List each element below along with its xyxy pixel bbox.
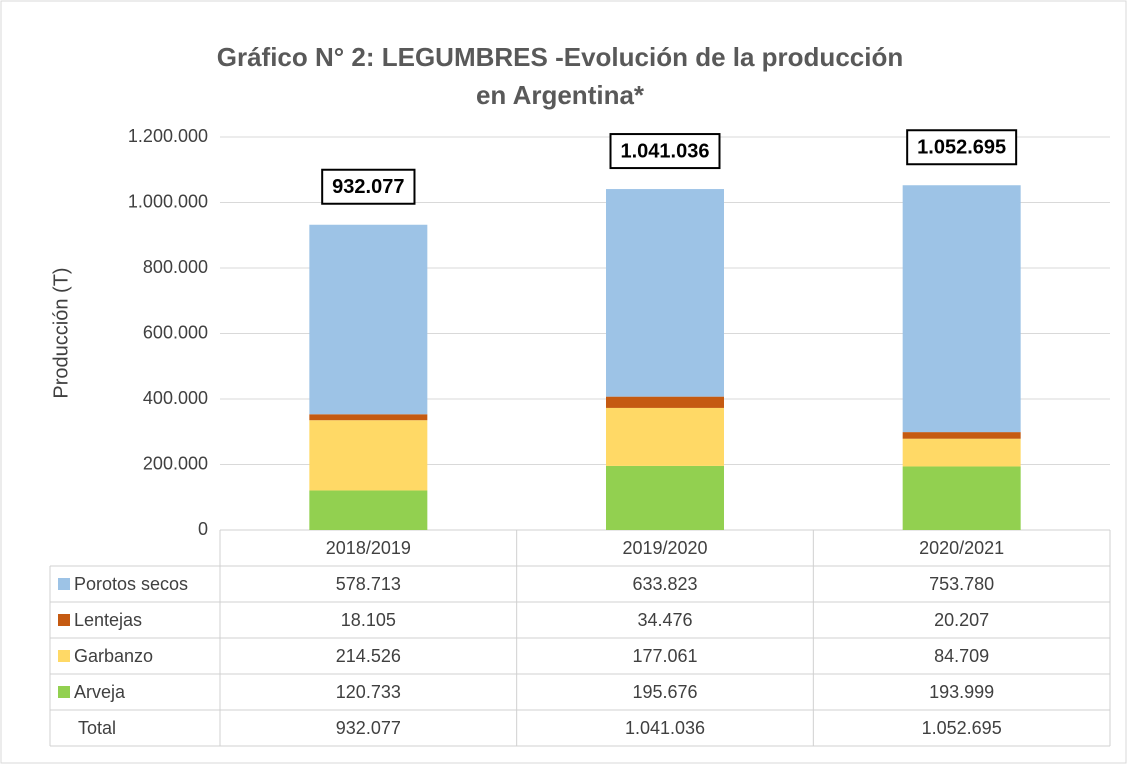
bar-segment: [606, 407, 724, 466]
legend-swatch: [58, 686, 70, 698]
bar-segment: [309, 224, 428, 415]
legend-swatch: [58, 578, 70, 590]
table-value: 578.713: [336, 574, 401, 594]
legend-label: Arveja: [74, 682, 126, 702]
bar-segment: [902, 466, 1021, 530]
y-tick-label: 200.000: [143, 453, 208, 473]
total-box: [609, 133, 721, 170]
bar-segment: [606, 396, 724, 408]
bar-segment: [606, 465, 724, 530]
table-value: 84.709: [934, 646, 989, 666]
table-value: 195.676: [632, 682, 697, 702]
y-tick-label: 400.000: [143, 388, 208, 408]
table-value: 20.207: [934, 610, 989, 630]
table-value: 1.041.036: [625, 718, 705, 738]
table-value: 34.476: [637, 610, 692, 630]
bar-segment: [902, 432, 1021, 439]
table-value: 120.733: [336, 682, 401, 702]
total-box: [906, 129, 1018, 166]
y-tick-label: 1.200.000: [128, 126, 208, 146]
y-axis-label: Producción (T): [50, 267, 72, 398]
bar-segment: [309, 420, 428, 491]
legend-label: Lentejas: [74, 610, 142, 630]
table-value: 932.077: [336, 718, 401, 738]
x-tick-label: 2020/2021: [919, 538, 1004, 558]
table-value: 18.105: [341, 610, 396, 630]
bar-segment: [309, 490, 428, 530]
y-tick-label: 1.000.000: [128, 191, 208, 211]
table-value: 193.999: [929, 682, 994, 702]
legend-swatch: [58, 650, 70, 662]
legend-label: Garbanzo: [74, 646, 153, 666]
legend-label: Porotos secos: [74, 574, 188, 594]
table-value: 214.526: [336, 646, 401, 666]
x-tick-label: 2018/2019: [326, 538, 411, 558]
legend-swatch: [58, 614, 70, 626]
total-label: 932.077: [332, 176, 404, 198]
y-tick-label: 600.000: [143, 322, 208, 342]
bar-segment: [309, 414, 428, 421]
table-value: 753.780: [929, 574, 994, 594]
y-tick-label: 0: [198, 519, 208, 539]
y-tick-label: 800.000: [143, 257, 208, 277]
table-value: 1.052.695: [922, 718, 1002, 738]
total-label: 1.041.036: [621, 140, 710, 162]
total-box: [321, 168, 416, 205]
table-value: 177.061: [632, 646, 697, 666]
bar-segment: [902, 438, 1021, 467]
bar-segment: [902, 185, 1021, 433]
table-value: 633.823: [632, 574, 697, 594]
x-tick-label: 2019/2020: [622, 538, 707, 558]
total-label: 1.052.695: [917, 137, 1006, 159]
chart-title: Gráfico N° 2: LEGUMBRES -Evolución de la…: [216, 42, 904, 110]
total-label: Total: [78, 718, 116, 738]
bar-segment: [606, 189, 724, 397]
